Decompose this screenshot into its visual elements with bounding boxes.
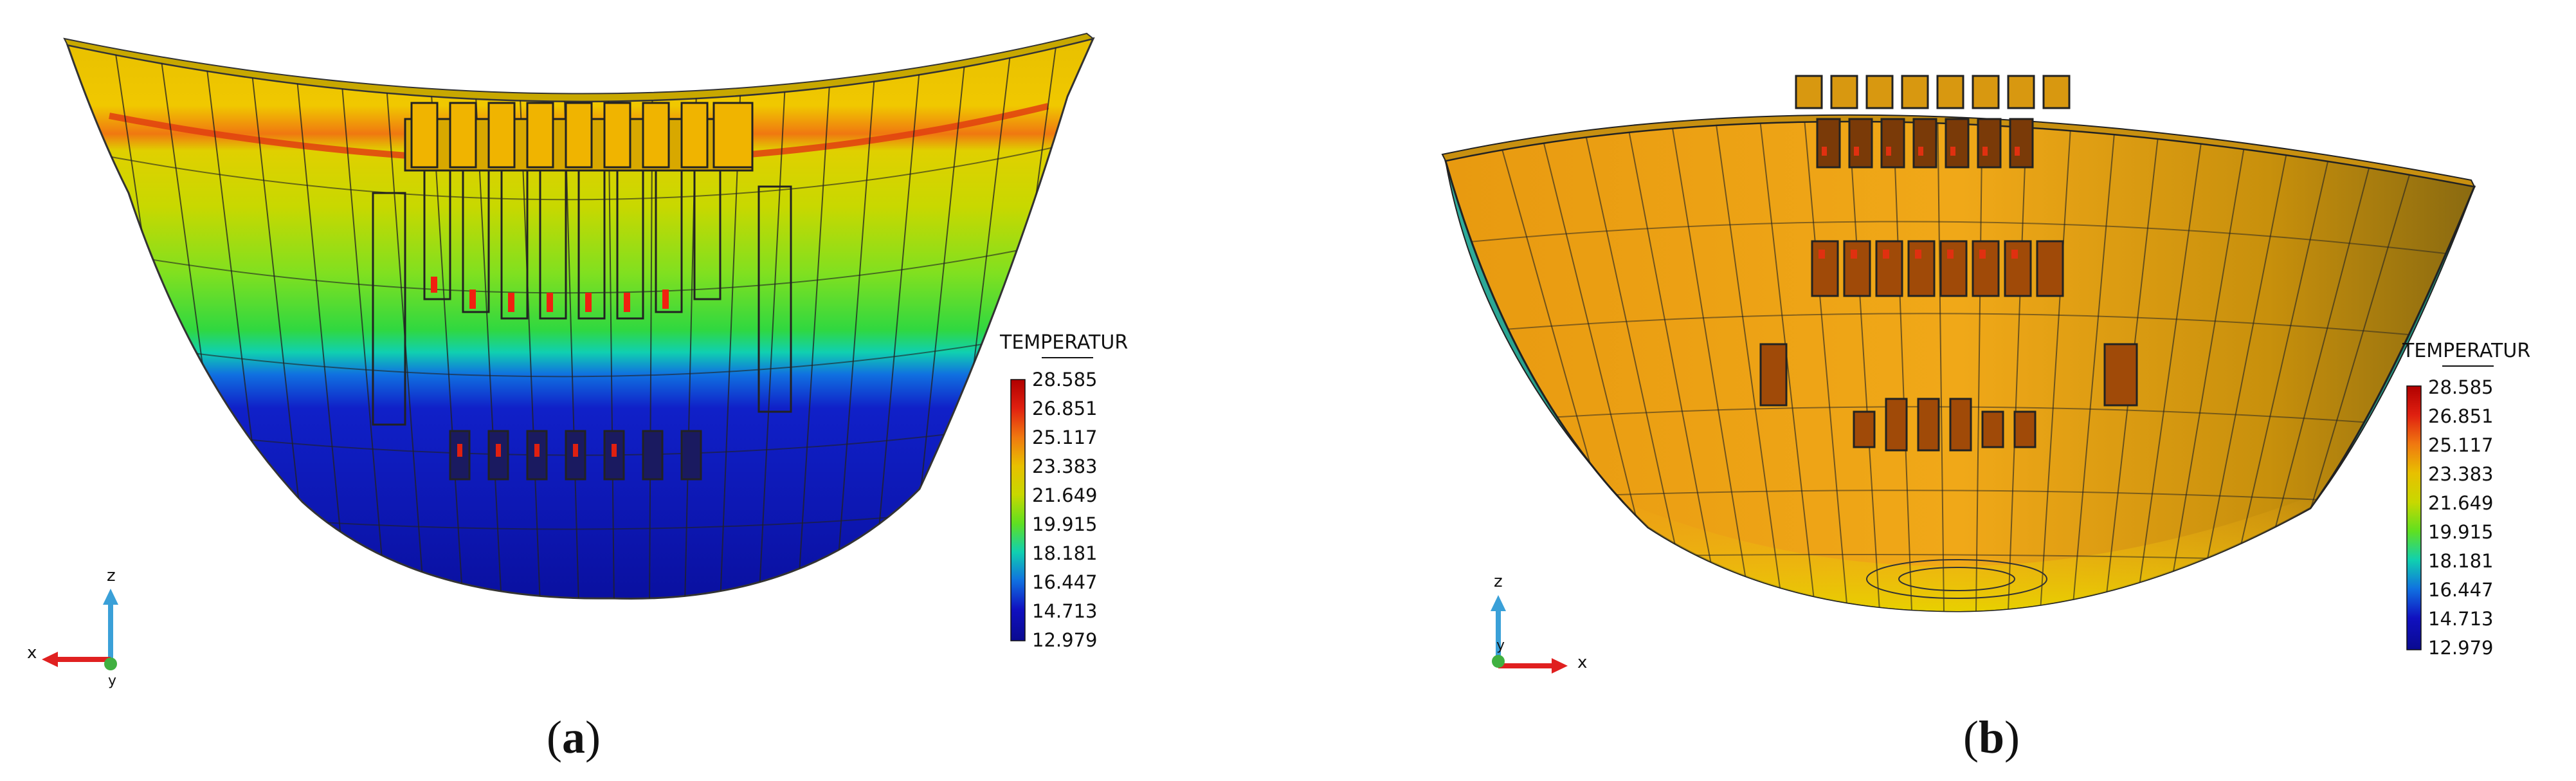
legend-value-b: 16.447 (2428, 579, 2493, 601)
legend-value-b: 18.181 (2428, 550, 2493, 572)
panel-a-figure: TEMPERATUR 28.585 26.851 25.117 23.383 2… (27, 32, 1128, 689)
legend-title-a: TEMPERATUR (999, 331, 1128, 354)
axis-label-z-b: z (1494, 572, 1503, 591)
axis-label-x-b: x (1577, 653, 1587, 672)
legend-value-a: 19.915 (1032, 513, 1097, 535)
legend-value-b: 14.713 (2428, 608, 2493, 630)
legend-value-a: 21.649 (1032, 484, 1097, 506)
legend-value-b: 19.915 (2428, 521, 2493, 543)
legend-value-b: 23.383 (2428, 463, 2493, 485)
axis-triad-a: z x y (27, 566, 118, 689)
legend-value-a: 28.585 (1032, 369, 1097, 390)
axis-label-y-b: y (1496, 638, 1505, 654)
caption-b: (b) (1963, 712, 2020, 763)
legend-value-a: 12.979 (1032, 629, 1097, 651)
axis-label-y-a: y (108, 673, 116, 689)
legend-value-b: 26.851 (2428, 405, 2493, 427)
penetrations-b (1759, 75, 2138, 452)
legend-value-b: 28.585 (2428, 376, 2493, 398)
legend-value-a: 18.181 (1032, 542, 1097, 564)
penetrations-a (372, 102, 792, 481)
legend-value-b: 21.649 (2428, 492, 2493, 514)
vessel-body-b (1441, 114, 2476, 612)
legend-value-a: 26.851 (1032, 398, 1097, 419)
axis-label-z-a: z (107, 566, 116, 585)
panel-b-figure: TEMPERATUR 28.585 26.851 25.117 23.383 2… (1441, 75, 2530, 674)
caption-a: (a) (547, 712, 601, 763)
legend-value-a: 23.383 (1032, 455, 1097, 477)
legend-a: TEMPERATUR 28.585 26.851 25.117 23.383 2… (999, 331, 1128, 651)
axis-triad-b: z x y (1491, 572, 1587, 674)
legend-value-b: 12.979 (2428, 637, 2493, 659)
legend-value-b: 25.117 (2428, 434, 2493, 456)
legend-value-a: 14.713 (1032, 600, 1097, 622)
axis-label-x-a: x (27, 643, 37, 663)
panel-b: TEMPERATUR 28.585 26.851 25.117 23.383 2… (1288, 0, 2576, 778)
legend-b: TEMPERATUR 28.585 26.851 25.117 23.383 2… (2402, 340, 2530, 659)
panel-a: TEMPERATUR 28.585 26.851 25.117 23.383 2… (0, 0, 1288, 778)
legend-title-b: TEMPERATUR (2402, 340, 2530, 362)
legend-value-a: 16.447 (1032, 571, 1097, 593)
legend-value-a: 25.117 (1032, 427, 1097, 448)
